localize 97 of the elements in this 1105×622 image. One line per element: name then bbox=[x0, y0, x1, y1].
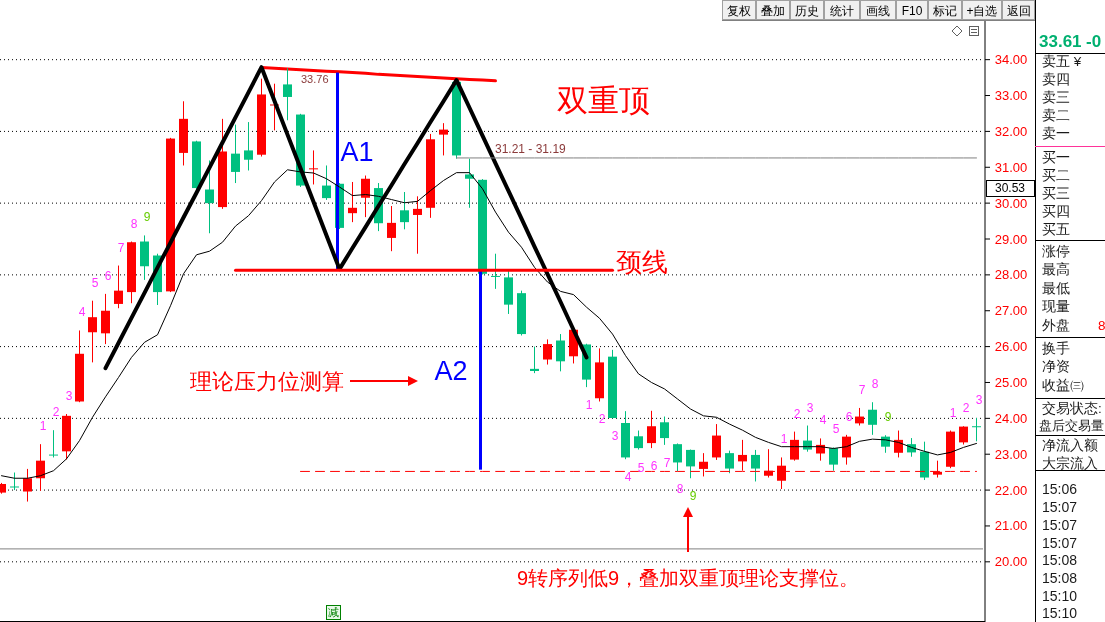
panel-text: 卖二 bbox=[1042, 107, 1070, 123]
count-label: 8 bbox=[676, 482, 684, 497]
panel-text: 卖三 bbox=[1042, 89, 1070, 105]
panel-text: 买三 bbox=[1042, 185, 1070, 201]
count-label: 3 bbox=[65, 389, 73, 404]
button: 复权 bbox=[722, 0, 756, 20]
count-label: 9 bbox=[884, 410, 892, 425]
panel-text: 15:07 bbox=[1042, 535, 1078, 551]
annotation: 理论压力位测算 bbox=[190, 368, 344, 394]
button: 画线 bbox=[860, 0, 896, 20]
count-label: 1 bbox=[39, 419, 47, 434]
panel-text: 买一 bbox=[1042, 149, 1070, 165]
panel-text: 外盘 bbox=[1042, 317, 1070, 333]
annotation: A2 bbox=[434, 356, 468, 386]
annotation: 颈线 bbox=[616, 247, 668, 277]
y-tick-label: 31.00 bbox=[994, 159, 1028, 175]
panel-text: 换手 bbox=[1042, 340, 1070, 356]
panel-text: 33.61 bbox=[1039, 31, 1082, 51]
count-label: 3 bbox=[611, 429, 619, 444]
annotation: A1 bbox=[340, 137, 374, 167]
button: 返回 bbox=[1002, 0, 1035, 20]
panel-text: 卖四 bbox=[1042, 71, 1070, 87]
count-label: 5 bbox=[637, 460, 645, 475]
panel-text: 涨停 bbox=[1042, 243, 1070, 259]
y-tick-label: 26.00 bbox=[994, 339, 1028, 355]
count-label: 6 bbox=[104, 268, 112, 283]
count-label: 7 bbox=[663, 455, 671, 470]
panel-text: 15:07 bbox=[1042, 517, 1078, 533]
count-label: 2 bbox=[793, 406, 801, 421]
count-label: 9 bbox=[689, 489, 697, 504]
badge: 减 bbox=[326, 605, 341, 620]
panel-text: -0 bbox=[1086, 31, 1102, 51]
count-label: 1 bbox=[949, 405, 957, 420]
panel-text: 最高 bbox=[1042, 261, 1070, 277]
count-label: 2 bbox=[52, 405, 60, 420]
panel-text: 买二 bbox=[1042, 167, 1070, 183]
panel-text: 8 bbox=[1098, 317, 1105, 333]
count-label: 7 bbox=[858, 382, 866, 397]
count-label: 3 bbox=[806, 400, 814, 415]
price-label: 30.53 bbox=[986, 180, 1035, 197]
button: +自选 bbox=[962, 0, 1002, 20]
count-label: 4 bbox=[819, 413, 827, 428]
count-label: 3 bbox=[975, 393, 983, 407]
button: 统计 bbox=[824, 0, 860, 20]
y-tick-label: 24.00 bbox=[994, 410, 1028, 426]
annotation: 双重顶 bbox=[556, 82, 650, 118]
panel-text: 15:08 bbox=[1042, 552, 1078, 568]
y-tick-label: 27.00 bbox=[994, 303, 1028, 319]
panel-text: 15:10 bbox=[1042, 605, 1078, 621]
count-label: 6 bbox=[650, 459, 658, 474]
y-tick-label: 20.00 bbox=[994, 554, 1028, 570]
y-tick-label: 30.00 bbox=[994, 195, 1028, 211]
count-label: 5 bbox=[832, 422, 840, 437]
y-tick-label: 34.00 bbox=[994, 52, 1028, 68]
count-label: 8 bbox=[130, 216, 138, 231]
count-label: 4 bbox=[78, 305, 86, 320]
count-label: 8 bbox=[871, 377, 879, 392]
panel-text: 收益㈢ bbox=[1042, 377, 1084, 393]
panel-text: 大宗流入 bbox=[1042, 455, 1098, 471]
y-tick-label: 28.00 bbox=[994, 267, 1028, 283]
count-label: 7 bbox=[117, 240, 125, 255]
count-label: 2 bbox=[598, 412, 606, 427]
count-label: 1 bbox=[585, 398, 593, 413]
y-tick-label: 25.00 bbox=[994, 375, 1028, 390]
button: 叠加 bbox=[756, 0, 790, 20]
count-label: 6 bbox=[845, 409, 853, 424]
panel-text: 15:10 bbox=[1042, 588, 1078, 604]
button: F10 bbox=[896, 0, 928, 20]
annotation: 33.76 bbox=[301, 73, 329, 85]
panel-text: 现量 bbox=[1042, 298, 1070, 314]
count-label: 2 bbox=[962, 401, 970, 416]
button: 标记 bbox=[928, 0, 962, 20]
panel-text: 买四 bbox=[1042, 203, 1070, 219]
panel-text: 买五 bbox=[1042, 221, 1070, 237]
panel-text: 盘后交易量 bbox=[1039, 419, 1104, 433]
count-label: 5 bbox=[91, 275, 99, 290]
y-tick-label: 21.00 bbox=[994, 518, 1028, 534]
count-label: 9 bbox=[143, 210, 151, 225]
panel-text: 15:08 bbox=[1042, 570, 1078, 586]
count-label: 4 bbox=[624, 470, 632, 485]
panel-text: 最低 bbox=[1042, 280, 1070, 296]
y-tick-label: 22.00 bbox=[994, 482, 1028, 498]
annotation: 31.21 - 31.19 bbox=[495, 142, 566, 156]
y-tick-label: 32.00 bbox=[994, 123, 1028, 139]
panel-text: 净流入额 bbox=[1042, 437, 1098, 453]
y-tick-label: 29.00 bbox=[994, 231, 1028, 247]
button: 历史 bbox=[790, 0, 824, 20]
panel-text: 卖一 bbox=[1042, 125, 1070, 141]
panel-text: 15:07 bbox=[1042, 499, 1078, 515]
y-tick-label: 23.00 bbox=[994, 446, 1028, 462]
panel-text: 15:06 bbox=[1042, 481, 1078, 497]
annotation: 9转序列低9，叠加双重顶理论支撑位。 bbox=[516, 567, 860, 589]
panel-text: 净资 bbox=[1042, 358, 1070, 374]
count-label: 1 bbox=[780, 432, 788, 447]
panel-text: 卖五 ¥ bbox=[1042, 53, 1082, 69]
panel-text: 交易状态: bbox=[1042, 400, 1102, 416]
y-tick-label: 33.00 bbox=[994, 88, 1028, 104]
